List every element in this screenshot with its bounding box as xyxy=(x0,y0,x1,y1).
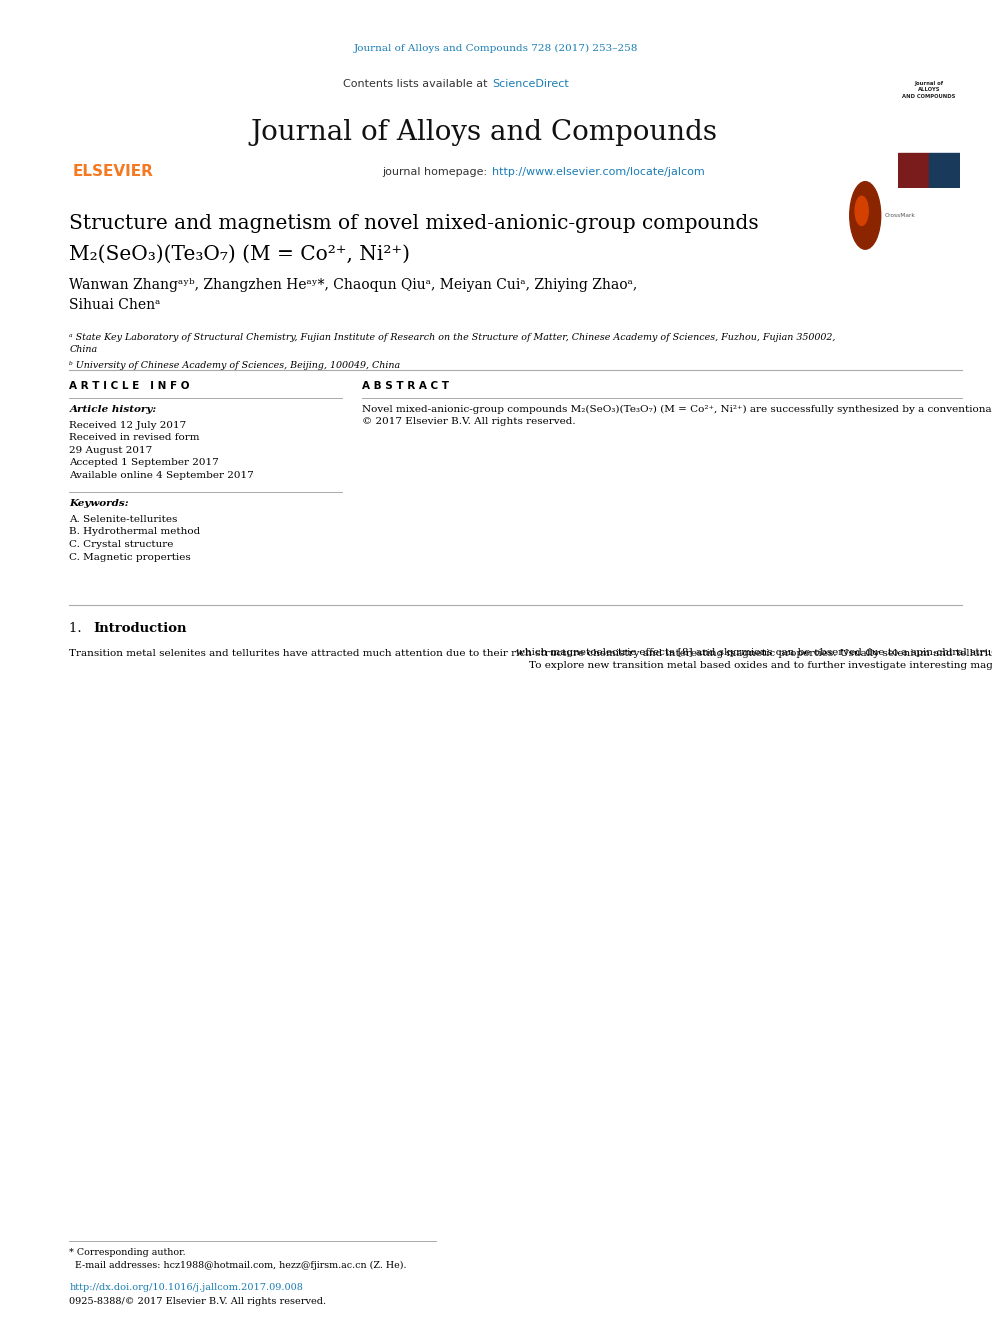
Text: E-mail addresses: hcz1988@hotmail.com, hezz@fjirsm.ac.cn (Z. He).: E-mail addresses: hcz1988@hotmail.com, h… xyxy=(69,1261,407,1270)
Text: Received 12 July 2017
Received in revised form
29 August 2017
Accepted 1 Septemb: Received 12 July 2017 Received in revise… xyxy=(69,421,254,480)
Text: CrossMark: CrossMark xyxy=(885,213,916,218)
Text: ScienceDirect: ScienceDirect xyxy=(492,79,568,90)
Text: Journal of Alloys and Compounds: Journal of Alloys and Compounds xyxy=(250,119,717,146)
Text: A R T I C L E   I N F O: A R T I C L E I N F O xyxy=(69,381,189,392)
Text: http://www.elsevier.com/locate/jalcom: http://www.elsevier.com/locate/jalcom xyxy=(492,167,704,177)
Text: journal homepage:: journal homepage: xyxy=(382,167,491,177)
Text: Novel mixed-anionic-group compounds M₂(SeO₃)(Te₃O₇) (M = Co²⁺, Ni²⁺) are success: Novel mixed-anionic-group compounds M₂(S… xyxy=(362,405,992,426)
Text: 1.: 1. xyxy=(69,622,95,635)
Text: Journal of Alloys and Compounds 728 (2017) 253–258: Journal of Alloys and Compounds 728 (201… xyxy=(354,44,638,53)
Text: Introduction: Introduction xyxy=(93,622,186,635)
Text: Journal of
ALLOYS
AND COMPOUNDS: Journal of ALLOYS AND COMPOUNDS xyxy=(903,81,955,98)
Text: A. Selenite-tellurites
B. Hydrothermal method
C. Crystal structure
C. Magnetic p: A. Selenite-tellurites B. Hydrothermal m… xyxy=(69,515,200,562)
Text: Keywords:: Keywords: xyxy=(69,499,129,508)
Text: Structure and magnetism of novel mixed-anionic-group compounds: Structure and magnetism of novel mixed-a… xyxy=(69,214,759,233)
Text: http://dx.doi.org/10.1016/j.jallcom.2017.09.008: http://dx.doi.org/10.1016/j.jallcom.2017… xyxy=(69,1283,304,1293)
Text: Article history:: Article history: xyxy=(69,405,157,414)
Text: M₂(SeO₃)(Te₃O₇) (M = Co²⁺, Ni²⁺): M₂(SeO₃)(Te₃O₇) (M = Co²⁺, Ni²⁺) xyxy=(69,245,411,263)
Text: ᵃ State Key Laboratory of Structural Chemistry, Fujian Institute of Research on : ᵃ State Key Laboratory of Structural Che… xyxy=(69,333,836,355)
Text: ᵇ University of Chinese Academy of Sciences, Beijing, 100049, China: ᵇ University of Chinese Academy of Scien… xyxy=(69,361,401,370)
Text: ELSEVIER: ELSEVIER xyxy=(72,164,154,179)
Text: 0925-8388/© 2017 Elsevier B.V. All rights reserved.: 0925-8388/© 2017 Elsevier B.V. All right… xyxy=(69,1297,326,1306)
Ellipse shape xyxy=(855,196,868,225)
Bar xyxy=(898,152,929,188)
Bar xyxy=(929,152,960,188)
Ellipse shape xyxy=(850,181,881,249)
Text: Wanwan Zhangᵃʸᵇ, Zhangzhen Heᵃʸ*, Chaoqun Qiuᵃ, Meiyan Cuiᵃ, Zhiying Zhaoᵃ,
Sihu: Wanwan Zhangᵃʸᵇ, Zhangzhen Heᵃʸ*, Chaoqu… xyxy=(69,278,638,312)
Text: which magnetoelectric effects [8] and skyrmions can be observed due to a spin-ch: which magnetoelectric effects [8] and sk… xyxy=(516,648,992,669)
Text: Contents lists available at: Contents lists available at xyxy=(343,79,491,90)
Text: Transition metal selenites and tellurites have attracted much attention due to t: Transition metal selenites and tellurite… xyxy=(69,648,992,658)
Text: A B S T R A C T: A B S T R A C T xyxy=(362,381,449,392)
Text: * Corresponding author.: * Corresponding author. xyxy=(69,1248,186,1257)
